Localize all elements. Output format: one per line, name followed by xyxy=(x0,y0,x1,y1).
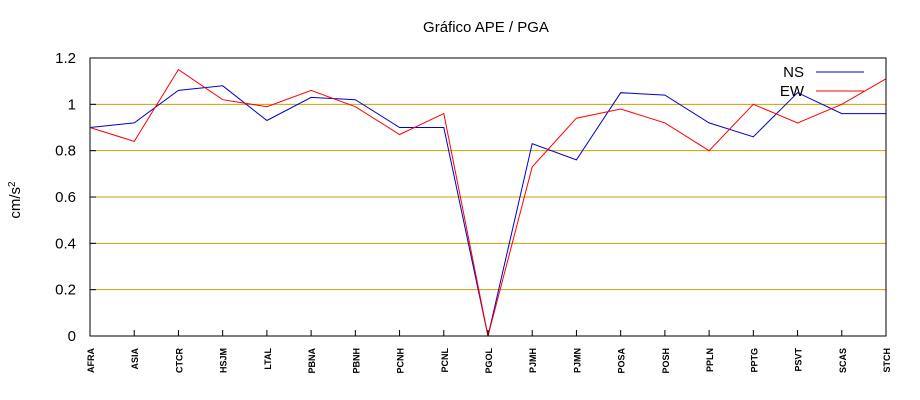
y-tick-label: 1.2 xyxy=(55,50,76,67)
y-axis-label-superscript: 2 xyxy=(7,181,18,187)
x-tick-label: LTAL xyxy=(263,347,273,369)
x-tick-label: POSA xyxy=(617,348,627,374)
y-axis-label-text: cm/s xyxy=(7,187,24,219)
x-tick-label: PJMN xyxy=(572,348,582,373)
x-tick-label: SCAS xyxy=(838,348,848,373)
x-tick-label: PCNL xyxy=(440,347,450,372)
series-line-ns xyxy=(89,85,886,337)
x-tick-label: CTCR xyxy=(174,348,184,373)
grid-lines xyxy=(90,103,886,291)
y-axis-label: cm/s2 xyxy=(7,181,25,219)
x-tick-label: PCNH xyxy=(396,348,406,374)
x-tick-label: HSJM xyxy=(219,348,229,373)
legend-label-ew: EW xyxy=(780,83,805,100)
x-tick-label: POSH xyxy=(661,348,671,374)
x-tick-label: PBNH xyxy=(351,348,361,374)
chart-title: Gráfico APE / PGA xyxy=(423,19,549,36)
series-line-ew xyxy=(89,68,887,337)
series-lines xyxy=(89,68,887,337)
x-tick-label: PGOL xyxy=(484,348,494,374)
y-tick-label: 0.6 xyxy=(55,189,76,206)
x-tick-label: AFRA xyxy=(86,348,96,373)
y-tick-label: 1 xyxy=(68,96,76,113)
x-tick-label: STCH xyxy=(882,348,892,373)
y-axis-ticks: 0 0.2 0.4 0.6 0.8 1 1.2 xyxy=(55,50,96,345)
y-tick-label: 0.4 xyxy=(55,235,76,252)
x-axis-ticks: AFRA ASIA CTCR HSJM LTAL PBNA PBNH PCNH PCNL PGOL… xyxy=(86,330,892,374)
x-tick-label: PBNA xyxy=(307,348,317,374)
y-tick-label: 0.8 xyxy=(55,143,76,160)
x-tick-label: PSVT xyxy=(794,348,804,372)
y-tick-label: 0 xyxy=(68,328,76,345)
x-tick-label: PJMH xyxy=(528,348,538,373)
legend: NS EW xyxy=(780,64,864,100)
legend-label-ns: NS xyxy=(783,64,804,81)
x-tick-label: PPLN xyxy=(705,348,715,372)
x-tick-label: ASIA xyxy=(130,348,140,370)
y-tick-label: 0.2 xyxy=(55,282,76,299)
x-tick-label: PPTG xyxy=(749,348,759,373)
